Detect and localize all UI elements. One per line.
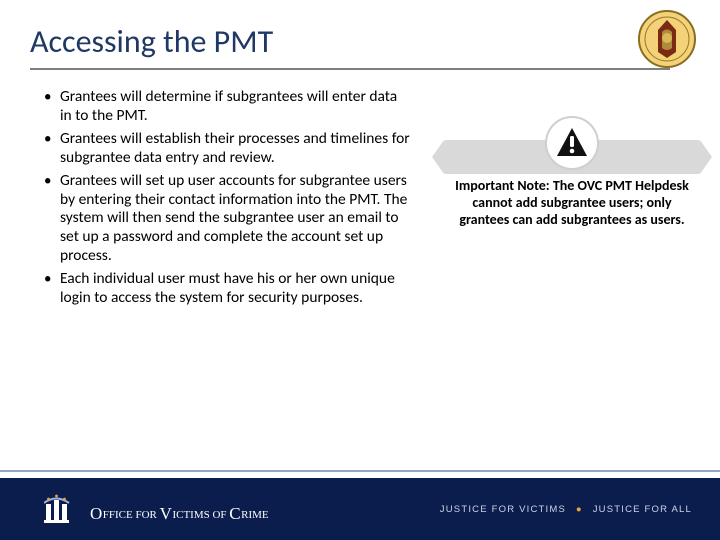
list-item: Grantees will set up user accounts for s… — [40, 172, 410, 267]
list-item: Each individual user must have his or he… — [40, 270, 410, 308]
ovc-wordmark: OFFICE FOR VICTIMS OF CRIME — [90, 504, 269, 524]
tagline-left: JUSTICE FOR VICTIMS — [440, 504, 566, 515]
footer-bar: OFFICE FOR VICTIMS OF CRIME JUSTICE FOR … — [0, 478, 720, 540]
footer-topline — [0, 470, 720, 472]
bullet-list: Grantees will determine if subgrantees w… — [40, 88, 410, 312]
tagline-right: JUSTICE FOR ALL — [593, 504, 692, 515]
tagline-dot-icon: ● — [570, 504, 589, 515]
note-text: Important Note: The OVC PMT Helpdesk can… — [444, 178, 700, 228]
list-item: Grantees will establish their processes … — [40, 130, 410, 168]
footer-tagline: JUSTICE FOR VICTIMS ● JUSTICE FOR ALL — [440, 504, 692, 515]
note-banner — [444, 140, 700, 174]
doj-seal-icon — [638, 10, 696, 68]
title-rule — [30, 68, 670, 70]
important-note-callout: Important Note: The OVC PMT Helpdesk can… — [444, 140, 700, 228]
list-item: Grantees will determine if subgrantees w… — [40, 88, 410, 126]
ovc-columns-icon — [44, 494, 80, 524]
note-label: Important Note: — [455, 177, 550, 194]
slide-title: Accessing the PMT — [30, 22, 273, 61]
ovc-logo: OFFICE FOR VICTIMS OF CRIME — [44, 494, 269, 524]
warning-icon — [545, 116, 599, 170]
